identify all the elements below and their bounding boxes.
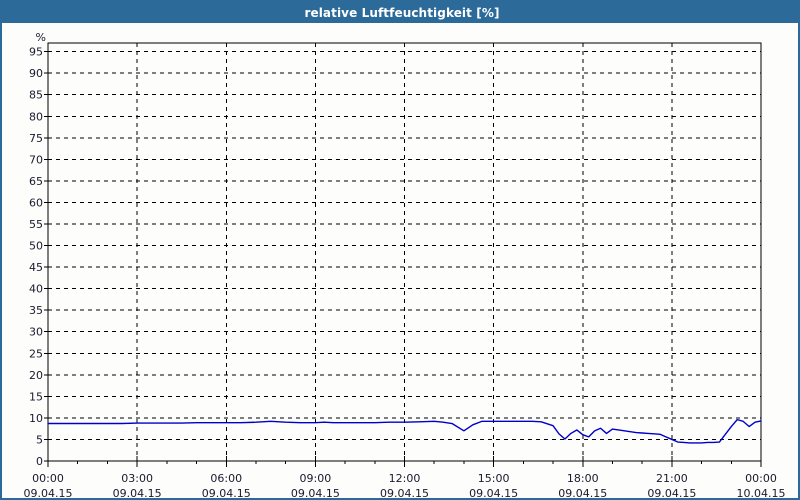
y-axis-tick-label: 15	[29, 390, 43, 403]
y-axis-tick-label: 65	[29, 175, 43, 188]
y-axis-tick-label: 55	[29, 218, 43, 231]
y-axis-tick-label: 90	[29, 67, 43, 80]
x-axis-time-label: 03:00	[121, 472, 153, 485]
y-axis-tick-label: 20	[29, 369, 43, 382]
x-axis-time-label: 18:00	[567, 472, 599, 485]
x-axis-time-label: 00:00	[32, 472, 64, 485]
humidity-line-chart: 0 5 10 15 20 25 30 35 40 45 50 55 60 65 70 75 80 85 90 95 0…	[24, 31, 786, 500]
y-axis-tick-labels: 0 5 10 15 20 25 30 35 40 45 50 55 60 65 70 75 80 85 90 95	[29, 46, 43, 468]
x-axis-time-label: 06:00	[210, 472, 242, 485]
chart-canvas: 0 5 10 15 20 25 30 35 40 45 50 55 60 65 70 75 80 85 90 95 0…	[2, 23, 798, 500]
x-axis-date-label: 09.04.15	[202, 487, 251, 500]
x-axis-tick-labels: 00:00 09.04.15 03:00 09.04.15 06:00 09.04.15 0…	[24, 472, 786, 500]
x-axis-date-label: 09.04.15	[380, 487, 429, 500]
window-title-bar: relative Luftfeuchtigkeit [%]	[2, 2, 798, 23]
y-axis-unit-label: %	[36, 31, 46, 44]
y-axis-tick-label: 85	[29, 89, 43, 102]
x-axis-time-label: 12:00	[389, 472, 421, 485]
x-axis-date-label: 09.04.15	[113, 487, 162, 500]
y-axis-tick-label: 25	[29, 347, 43, 360]
x-axis-date-label: 09.04.15	[647, 487, 696, 500]
axis-layer	[44, 42, 762, 467]
x-axis-date-label: 09.04.15	[291, 487, 340, 500]
x-axis-time-label: 00:00	[745, 472, 777, 485]
y-axis-tick-label: 30	[29, 326, 43, 339]
y-axis-tick-label: 50	[29, 240, 43, 253]
x-axis-time-label: 15:00	[478, 472, 510, 485]
x-axis-time-label: 21:00	[656, 472, 688, 485]
x-axis-date-label: 09.04.15	[24, 487, 73, 500]
x-axis-date-label: 10.04.15	[737, 487, 786, 500]
y-axis-tick-label: 35	[29, 304, 43, 317]
y-axis-tick-label: 95	[29, 46, 43, 59]
y-axis-tick-label: 70	[29, 153, 43, 166]
x-axis-date-label: 09.04.15	[469, 487, 518, 500]
y-axis-tick-label: 75	[29, 132, 43, 145]
data-series-layer	[47, 418, 762, 444]
x-axis-date-label: 09.04.15	[558, 487, 607, 500]
grid-layer	[48, 43, 761, 461]
y-axis-tick-label: 5	[36, 433, 43, 446]
y-axis-tick-label: 10	[29, 412, 43, 425]
data-series-line	[47, 418, 762, 444]
y-axis-tick-label: 60	[29, 196, 43, 209]
y-axis-tick-label: 40	[29, 283, 43, 296]
y-axis-tick-label: 0	[36, 455, 43, 468]
page-title: relative Luftfeuchtigkeit [%]	[304, 5, 500, 20]
x-axis-time-label: 09:00	[300, 472, 332, 485]
y-axis-tick-label: 80	[29, 110, 43, 123]
y-axis-tick-label: 45	[29, 261, 43, 274]
